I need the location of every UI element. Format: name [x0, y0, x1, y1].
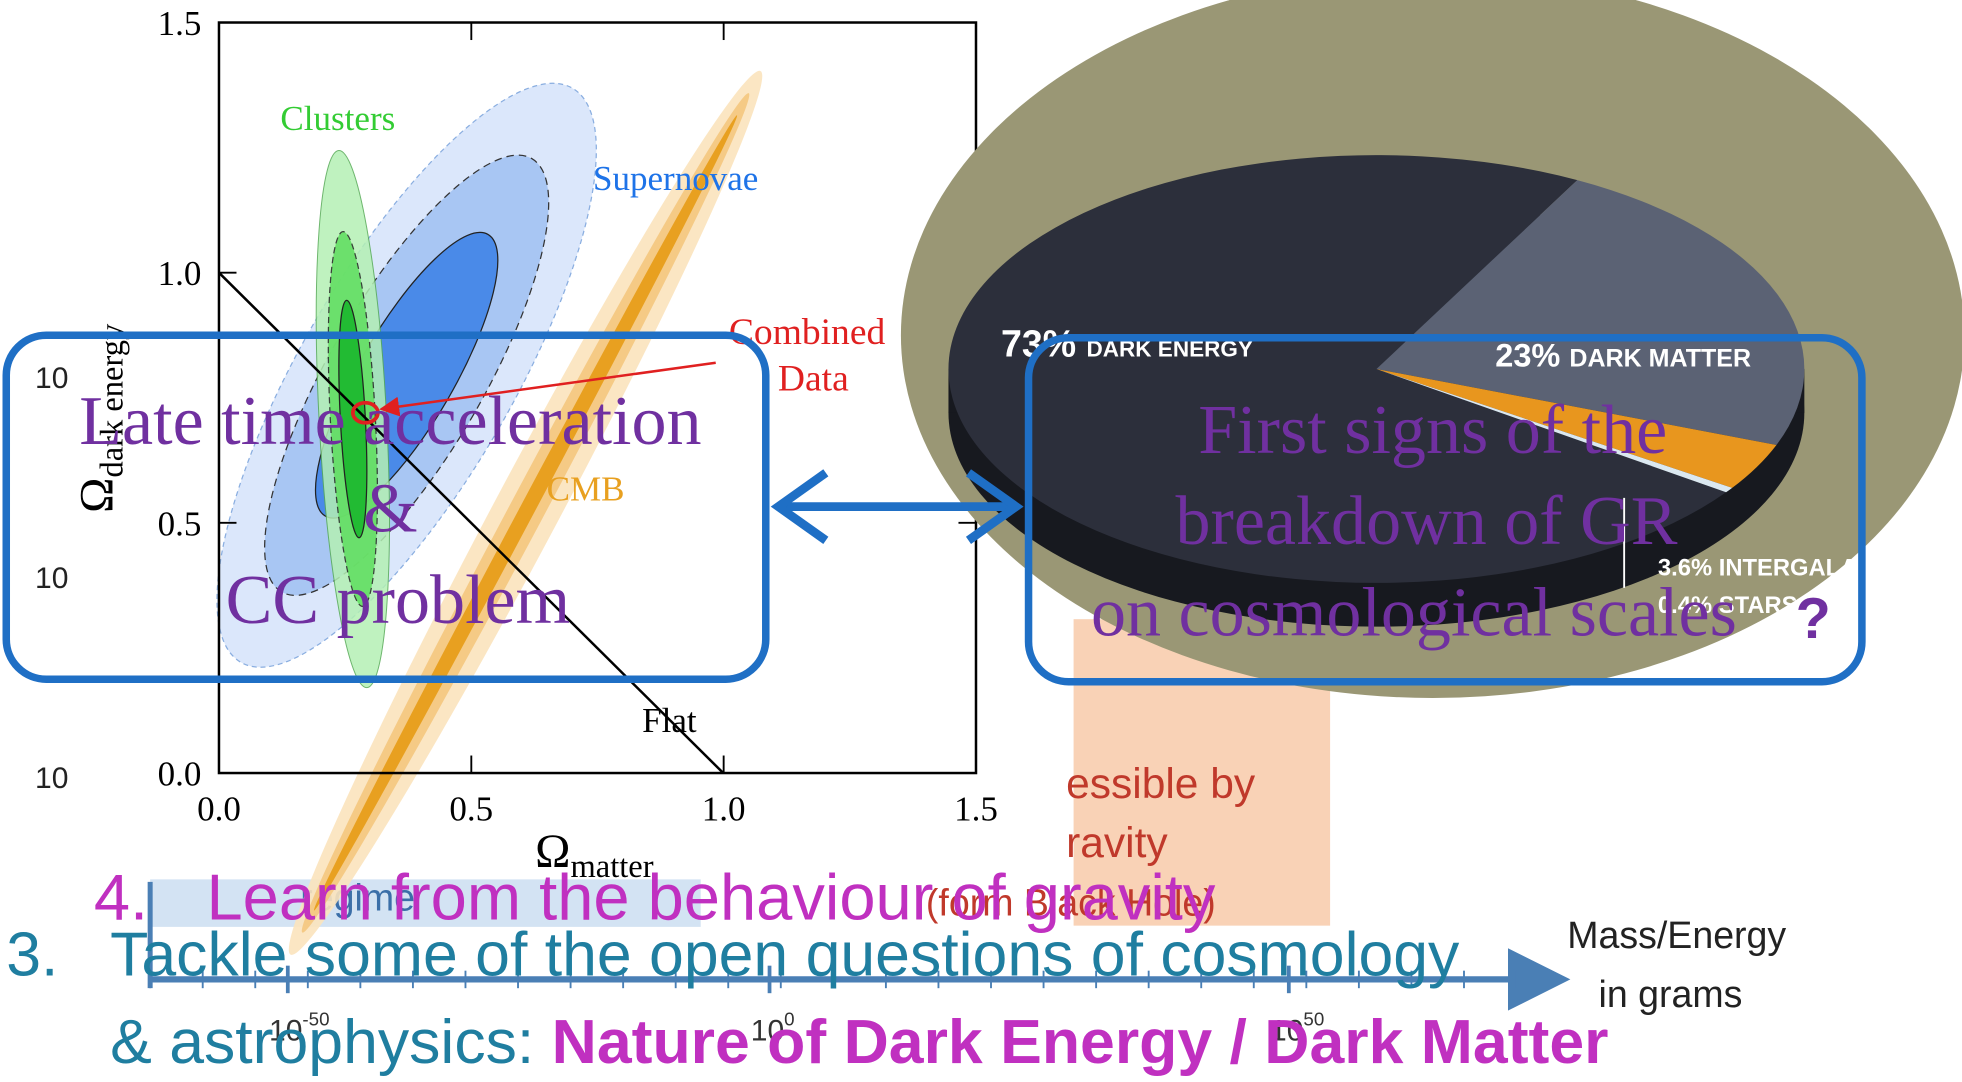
gravity-text: essible by — [1066, 760, 1256, 808]
x-tick-label: 0.0 — [197, 790, 241, 829]
left-label: 10 — [35, 762, 68, 795]
pie-value-label: 23% — [1495, 338, 1560, 374]
emphasis: Nature of Dark Energy / Dark Matter — [552, 1007, 1609, 1077]
box-text: breakdown of GR — [1175, 483, 1677, 560]
pie-category: INTERGALACTIC — [1719, 554, 1913, 581]
box-text: Late time acceleration — [79, 383, 701, 460]
annotation: Data — [778, 358, 849, 399]
question-mark: ? — [1796, 587, 1831, 651]
left-label: 10 — [35, 362, 68, 395]
annotation: Supernovae — [593, 159, 758, 198]
left-label: 10 — [35, 562, 68, 595]
y-tick-label: 0.5 — [158, 504, 202, 543]
box-text: & — [363, 471, 418, 548]
point-text: Tackle some of the open questions of cos… — [110, 920, 1460, 990]
box-text: CC problem — [226, 562, 570, 639]
point-number: 3. — [6, 920, 58, 990]
annotation: Flat — [642, 701, 697, 740]
pie-category: STARS, ETC. — [1719, 592, 1865, 619]
x-tick-label: 1.5 — [954, 790, 998, 829]
mass-axis-label: in grams — [1599, 973, 1743, 1015]
mass-axis-label: Mass/Energy — [1567, 914, 1786, 956]
page: {"chart_data": [ {"type": "contour", "xl… — [0, 0, 1962, 1082]
point-text: & astrophysics: Nature of Dark Energy / … — [110, 1007, 1608, 1077]
pie-category: DARK MATTER — [1569, 345, 1751, 373]
y-tick-label: 1.0 — [158, 254, 202, 293]
annotation: CMB — [547, 469, 625, 508]
y-tick-label: 1.5 — [158, 4, 202, 43]
box-text: First signs of the — [1198, 392, 1667, 469]
continuation: & astrophysics: — [110, 1007, 552, 1077]
x-tick-label: 0.5 — [449, 790, 493, 829]
pie-value-label: 73% — [1001, 323, 1076, 365]
y-tick-label: 0.0 — [158, 755, 202, 794]
annotation: Clusters — [280, 99, 395, 138]
box-text: on cosmological scales — [1091, 574, 1737, 651]
contour-plot: Clusters Supernovae Combined Data CMB Fl… — [72, 4, 998, 970]
symbol: Ω — [72, 478, 124, 513]
slide: regime essible by ravity (form Black Hol… — [0, 0, 1962, 1082]
x-tick-label: 1.0 — [702, 790, 746, 829]
